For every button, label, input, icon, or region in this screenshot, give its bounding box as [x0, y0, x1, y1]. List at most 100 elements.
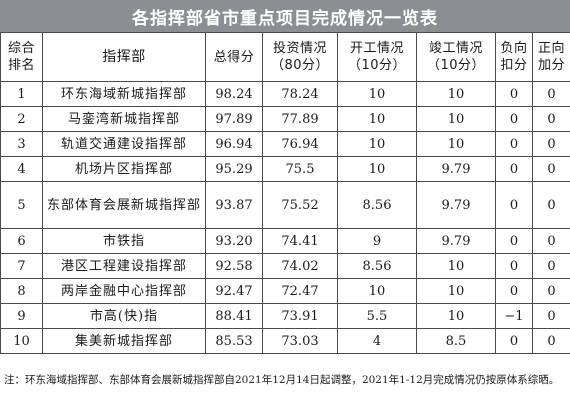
header-complete-line1: 竣工情况 [428, 41, 483, 56]
cell-name: 市铁指 [42, 228, 206, 254]
header-start-line2: （10分） [347, 58, 407, 73]
header-plus-line2: 加分 [537, 58, 565, 73]
cell-complete: 10 [416, 253, 496, 279]
cell-name: 市高(快)指 [42, 303, 206, 329]
cell-total: 85.53 [205, 328, 263, 354]
cell-complete: 8.5 [416, 328, 496, 354]
table-row: 6 市铁指 93.20 74.41 9 9.79 0 0 [0, 228, 570, 254]
cell-name: 马銮湾新城指挥部 [42, 106, 206, 132]
footnote: 注：环东海域指挥部、东部体育会展新城指挥部自2021年12月14日起调整，202… [4, 374, 560, 386]
cell-minus: −1 [495, 303, 533, 329]
cell-plus: 0 [532, 303, 570, 329]
cell-name: 两岸金融中心指挥部 [42, 278, 206, 304]
cell-plus: 0 [532, 131, 570, 157]
header-rank-line2: 排名 [7, 58, 35, 73]
cell-plus: 0 [532, 81, 570, 107]
cell-total: 93.20 [205, 228, 263, 254]
cell-plus: 0 [532, 278, 570, 304]
cell-complete: 10 [416, 131, 496, 157]
ranking-table: 综合 排名 指挥部 总得分 投资情况 （80分） 开工情况 （10分） 竣工情况… [0, 32, 570, 354]
cell-start: 10 [337, 106, 417, 132]
cell-complete: 10 [416, 106, 496, 132]
title-bar: 各指挥部省市重点项目完成情况一览表 [0, 0, 570, 32]
cell-invest: 78.24 [262, 81, 338, 107]
cell-invest: 73.03 [262, 328, 338, 354]
cell-complete: 9.79 [416, 156, 496, 182]
cell-name: 轨道交通建设指挥部 [42, 131, 206, 157]
cell-invest: 74.41 [262, 228, 338, 254]
cell-invest: 76.94 [262, 131, 338, 157]
header-invest-line1: 投资情况 [272, 41, 327, 56]
cell-plus: 0 [532, 328, 570, 354]
table-row: 9 市高(快)指 88.41 73.91 5.5 10 −1 0 [0, 303, 570, 329]
cell-invest: 72.47 [262, 278, 338, 304]
header-plus-line1: 正向 [537, 41, 565, 56]
cell-start: 5.5 [337, 303, 417, 329]
cell-plus: 0 [532, 253, 570, 279]
cell-plus: 0 [532, 106, 570, 132]
header-name: 指挥部 [42, 32, 206, 82]
table-row: 4 机场片区指挥部 95.29 75.5 10 9.79 0 0 [0, 156, 570, 182]
cell-minus: 0 [495, 106, 533, 132]
cell-total: 98.24 [205, 81, 263, 107]
cell-total: 97.89 [205, 106, 263, 132]
cell-rank: 10 [0, 328, 43, 354]
header-plus: 正向 加分 [532, 32, 570, 82]
header-invest: 投资情况 （80分） [262, 32, 338, 82]
cell-rank: 3 [0, 131, 43, 157]
cell-plus: 0 [532, 181, 570, 229]
cell-start: 10 [337, 278, 417, 304]
table-row: 10 集美新城指挥部 85.53 73.03 4 8.5 0 0 [0, 328, 570, 354]
cell-complete: 10 [416, 303, 496, 329]
cell-rank: 9 [0, 303, 43, 329]
header-total: 总得分 [205, 32, 263, 82]
cell-invest: 75.52 [262, 181, 338, 229]
cell-invest: 75.5 [262, 156, 338, 182]
cell-total: 95.29 [205, 156, 263, 182]
cell-minus: 0 [495, 328, 533, 354]
table-header-row: 综合 排名 指挥部 总得分 投资情况 （80分） 开工情况 （10分） 竣工情况… [0, 32, 570, 82]
cell-start: 10 [337, 156, 417, 182]
cell-rank: 5 [0, 181, 43, 229]
cell-name: 机场片区指挥部 [42, 156, 206, 182]
header-complete-line2: （10分） [426, 58, 486, 73]
header-complete: 竣工情况 （10分） [416, 32, 496, 82]
cell-minus: 0 [495, 228, 533, 254]
table-row: 1 环东海域新城指挥部 98.24 78.24 10 10 0 0 [0, 81, 570, 107]
header-rank-line1: 综合 [7, 41, 35, 56]
cell-minus: 0 [495, 131, 533, 157]
cell-start: 9 [337, 228, 417, 254]
cell-rank: 4 [0, 156, 43, 182]
cell-total: 92.58 [205, 253, 263, 279]
table-row: 8 两岸金融中心指挥部 92.47 72.47 10 10 0 0 [0, 278, 570, 304]
cell-complete: 9.79 [416, 228, 496, 254]
cell-name: 港区工程建设指挥部 [42, 253, 206, 279]
cell-rank: 7 [0, 253, 43, 279]
header-start-line1: 开工情况 [349, 41, 404, 56]
cell-start: 10 [337, 131, 417, 157]
cell-minus: 0 [495, 253, 533, 279]
cell-start: 4 [337, 328, 417, 354]
cell-invest: 77.89 [262, 106, 338, 132]
cell-complete: 9.79 [416, 181, 496, 229]
table-row: 5 东部体育会展新城指挥部 93.87 75.52 8.56 9.79 0 0 [0, 181, 570, 229]
cell-complete: 10 [416, 81, 496, 107]
cell-start: 10 [337, 81, 417, 107]
cell-invest: 73.91 [262, 303, 338, 329]
cell-invest: 74.02 [262, 253, 338, 279]
cell-rank: 1 [0, 81, 43, 107]
cell-start: 8.56 [337, 181, 417, 229]
cell-total: 88.41 [205, 303, 263, 329]
header-start: 开工情况 （10分） [337, 32, 417, 82]
header-minus: 负向 扣分 [495, 32, 533, 82]
cell-plus: 0 [532, 156, 570, 182]
cell-total: 92.47 [205, 278, 263, 304]
header-minus-line1: 负向 [500, 41, 528, 56]
cell-rank: 8 [0, 278, 43, 304]
header-rank: 综合 排名 [0, 32, 43, 82]
cell-complete: 10 [416, 278, 496, 304]
cell-plus: 0 [532, 228, 570, 254]
cell-minus: 0 [495, 181, 533, 229]
cell-rank: 6 [0, 228, 43, 254]
